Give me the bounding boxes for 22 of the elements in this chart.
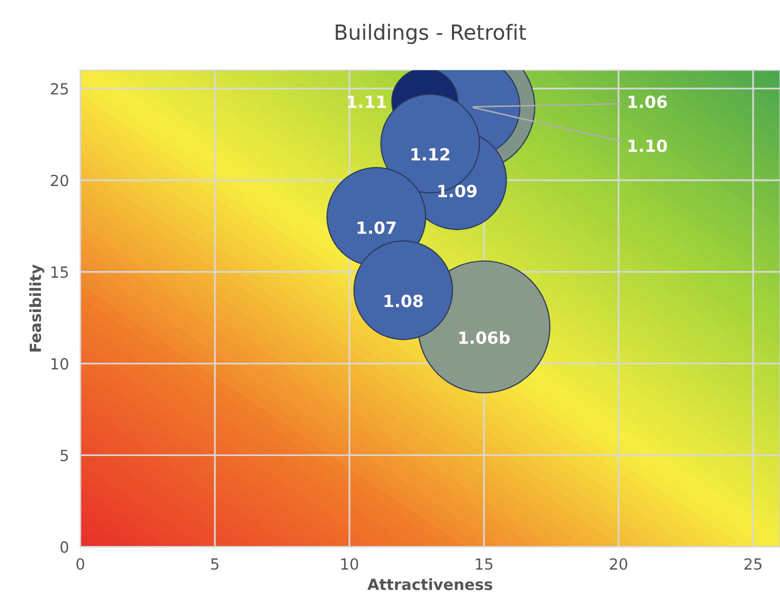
x-tick-label: 0: [76, 558, 84, 570]
y-tick-label: 10: [51, 358, 68, 370]
chart-title: Buildings - Retrofit: [336, 24, 526, 44]
text: 1.10: [628, 139, 667, 152]
series-label: 1.08: [384, 294, 423, 308]
y-tick-label: 25: [50, 83, 68, 95]
x-tick-label: 25: [744, 558, 762, 570]
y-tick-label: 15: [51, 266, 68, 278]
x-tick-label: 20: [610, 558, 628, 570]
series-label: 1.07: [358, 221, 396, 234]
y-tick-label: 20: [50, 174, 68, 186]
y-tick-label: 0: [60, 541, 68, 553]
y-axis-title: Feasibility: [29, 264, 44, 352]
x-tick-label: 15: [476, 558, 492, 570]
series-label: 1.09: [438, 184, 477, 198]
x-tick-label: 10: [341, 558, 358, 570]
series-label: 1.06b: [459, 331, 510, 344]
x-axis-title: Attractiveness: [367, 578, 492, 590]
text: 1.06: [628, 95, 667, 108]
y-tick-label: 5: [60, 450, 68, 462]
x-tick-label: 5: [211, 558, 218, 570]
series-label: 1.12: [411, 148, 450, 160]
